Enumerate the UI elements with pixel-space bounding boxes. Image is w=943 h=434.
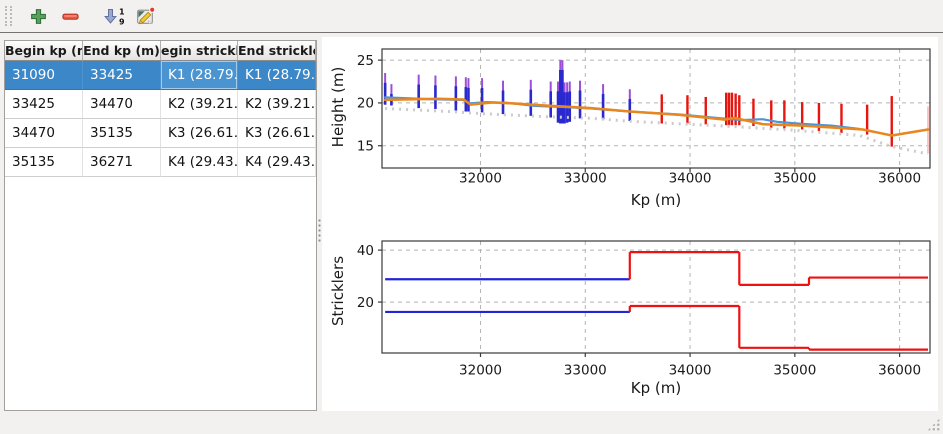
table-cell[interactable]: K2 (39.21… bbox=[161, 90, 238, 119]
table-cell[interactable]: 34470 bbox=[5, 119, 83, 148]
strickler-table[interactable]: Begin kp (m)End kp (m)egin strickleEnd s… bbox=[4, 40, 317, 411]
x-tick-label: 36000 bbox=[878, 171, 921, 187]
x-tick-label: 34000 bbox=[669, 171, 712, 187]
column-header[interactable]: End strickler bbox=[238, 41, 316, 61]
y-tick-label: 40 bbox=[357, 243, 374, 259]
plot-frame bbox=[381, 240, 931, 354]
resize-grip[interactable] bbox=[927, 418, 940, 431]
sort-button[interactable]: 1 9 bbox=[100, 3, 126, 29]
table-cell[interactable]: K4 (29.43… bbox=[238, 148, 316, 177]
y-tick-label: 15 bbox=[357, 138, 374, 154]
x-tick-label: 35000 bbox=[773, 363, 816, 379]
ground-line-dotted bbox=[385, 107, 929, 156]
stricklers-chart: 32000 33000 34000 35000 36000 20 40 Kp (m) Stric… bbox=[329, 240, 931, 397]
x-tick-label: 33000 bbox=[564, 171, 607, 187]
y-tick-label: 20 bbox=[357, 96, 374, 112]
table-cell[interactable]: K1 (28.79… bbox=[161, 61, 238, 90]
table-cell[interactable]: K2 (39.21… bbox=[238, 90, 316, 119]
table-cell[interactable]: 35135 bbox=[83, 119, 161, 148]
table-cell[interactable]: 35135 bbox=[5, 148, 83, 177]
y-tick-label: 25 bbox=[357, 53, 374, 69]
charts-panel[interactable]: 32000 33000 34000 35000 36000 15 20 25 Kp (m) Hei… bbox=[322, 37, 938, 411]
y-axis-label: Stricklers bbox=[329, 256, 347, 326]
x-axis-label: Kp (m) bbox=[631, 379, 681, 397]
x-tick-label: 32000 bbox=[459, 363, 502, 379]
table-cell[interactable]: K3 (26.61… bbox=[161, 119, 238, 148]
edit-pencil-icon bbox=[136, 6, 155, 24]
x-tick-label: 35000 bbox=[773, 171, 816, 187]
x-tick-label: 33000 bbox=[564, 363, 607, 379]
column-header[interactable]: End kp (m) bbox=[83, 41, 161, 61]
toolbar: 1 9 bbox=[0, 0, 943, 33]
table-cell[interactable]: K1 (28.79… bbox=[238, 61, 316, 90]
table-cell[interactable]: K4 (29.43… bbox=[161, 148, 238, 177]
toolbar-drag-handle[interactable] bbox=[5, 6, 12, 26]
remove-button[interactable] bbox=[57, 3, 83, 29]
y-tick-label: 20 bbox=[357, 295, 374, 311]
sort-digit-bottom: 9 bbox=[119, 17, 124, 26]
x-tick-label: 32000 bbox=[459, 171, 502, 187]
sort-numeric-icon: 1 9 bbox=[103, 7, 124, 26]
x-tick-label: 34000 bbox=[669, 363, 712, 379]
table-cell[interactable]: 31090 bbox=[5, 61, 83, 90]
table-cell[interactable]: 33425 bbox=[83, 61, 161, 90]
sort-digit-top: 1 bbox=[119, 7, 124, 16]
splitter-handle-dots bbox=[318, 218, 321, 244]
table-cell[interactable]: 34470 bbox=[83, 90, 161, 119]
status-bar bbox=[0, 412, 943, 434]
table-cell[interactable]: 36271 bbox=[83, 148, 161, 177]
plus-icon bbox=[30, 8, 46, 24]
add-button[interactable] bbox=[25, 3, 51, 29]
y-axis-label: Height (m) bbox=[329, 67, 347, 148]
height-profile-chart: 32000 33000 34000 35000 36000 15 20 25 Kp (m) Hei… bbox=[329, 48, 931, 209]
charts-svg[interactable]: 32000 33000 34000 35000 36000 15 20 25 Kp (m) Hei… bbox=[322, 37, 938, 411]
edit-button[interactable] bbox=[132, 3, 158, 29]
x-axis-label: Kp (m) bbox=[631, 191, 681, 209]
table-cell[interactable]: K3 (26.61… bbox=[238, 119, 316, 148]
table-header-row: Begin kp (m)End kp (m)egin strickleEnd s… bbox=[5, 41, 316, 61]
minus-icon bbox=[61, 13, 79, 20]
column-header[interactable]: Begin kp (m) bbox=[5, 41, 83, 61]
water-line-orange bbox=[383, 97, 930, 137]
column-header[interactable]: egin strickle bbox=[161, 41, 238, 61]
x-tick-label: 36000 bbox=[878, 363, 921, 379]
plot-frame bbox=[381, 48, 931, 169]
table-cell[interactable]: 33425 bbox=[5, 90, 83, 119]
panel-splitter[interactable] bbox=[317, 40, 322, 411]
